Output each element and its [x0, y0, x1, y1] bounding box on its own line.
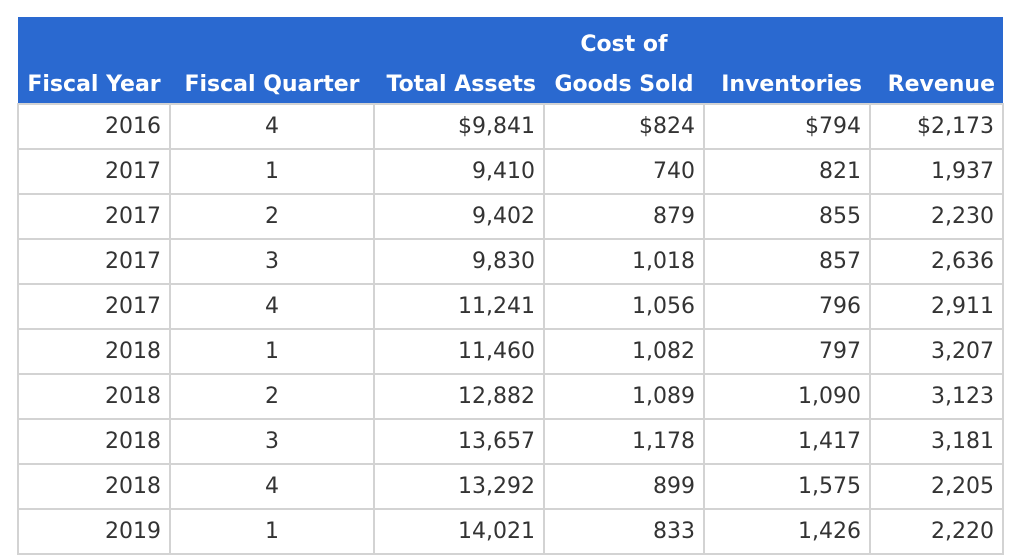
cell-inventories: 1,090: [703, 373, 871, 420]
cell-total-assets: 12,882: [373, 373, 545, 420]
header-fiscal-year: Fiscal Year: [18, 59, 170, 104]
cell-cogs: 899: [543, 463, 705, 510]
cell-fiscal-quarter: 3: [169, 238, 375, 285]
table-row: 2017 2 9,402 879 855 2,230: [17, 193, 1004, 240]
cell-total-assets: 9,410: [373, 148, 545, 195]
cell-inventories: 857: [703, 238, 871, 285]
header-cogs-line1: Cost of: [544, 17, 704, 59]
header-revenue-line1: [870, 17, 1003, 59]
table-body: 2016 4 $9,841 $824 $794 $2,173 2017 1 9,…: [17, 103, 1004, 555]
cell-fiscal-year: 2016: [17, 103, 171, 150]
cell-fiscal-quarter: 1: [169, 148, 375, 195]
cell-revenue: $2,173: [869, 103, 1004, 150]
cell-total-assets: 13,292: [373, 463, 545, 510]
table-row: 2019 1 14,021 833 1,426 2,220: [17, 508, 1004, 555]
cell-inventories: 797: [703, 328, 871, 375]
cell-cogs: 1,089: [543, 373, 705, 420]
cell-fiscal-year: 2017: [17, 283, 171, 330]
table-row: 2018 2 12,882 1,089 1,090 3,123: [17, 373, 1004, 420]
header-row-top: Cost of: [18, 17, 1003, 59]
cell-fiscal-year: 2017: [17, 193, 171, 240]
cell-revenue: 2,911: [869, 283, 1004, 330]
cell-fiscal-year: 2018: [17, 463, 171, 510]
cell-total-assets: 14,021: [373, 508, 545, 555]
cell-inventories: $794: [703, 103, 871, 150]
table-row: 2018 4 13,292 899 1,575 2,205: [17, 463, 1004, 510]
cell-revenue: 1,937: [869, 148, 1004, 195]
cell-revenue: 3,207: [869, 328, 1004, 375]
header-total-assets: Total Assets: [374, 59, 544, 104]
cell-revenue: 2,636: [869, 238, 1004, 285]
cell-fiscal-year: 2017: [17, 148, 171, 195]
cell-fiscal-quarter: 1: [169, 328, 375, 375]
cell-total-assets: 9,402: [373, 193, 545, 240]
cell-total-assets: 11,460: [373, 328, 545, 375]
header-revenue: Revenue: [870, 59, 1003, 104]
cell-fiscal-quarter: 4: [169, 103, 375, 150]
cell-revenue: 2,205: [869, 463, 1004, 510]
cell-fiscal-quarter: 4: [169, 283, 375, 330]
table-row: 2017 1 9,410 740 821 1,937: [17, 148, 1004, 195]
cell-cogs: 879: [543, 193, 705, 240]
cell-fiscal-quarter: 3: [169, 418, 375, 465]
cell-inventories: 1,575: [703, 463, 871, 510]
cell-fiscal-year: 2018: [17, 418, 171, 465]
table-row: 2018 3 13,657 1,178 1,417 3,181: [17, 418, 1004, 465]
header-fiscal-quarter: Fiscal Quarter: [170, 59, 374, 104]
cell-cogs: 740: [543, 148, 705, 195]
cell-fiscal-year: 2019: [17, 508, 171, 555]
table-row: 2017 3 9,830 1,018 857 2,636: [17, 238, 1004, 285]
cell-fiscal-quarter: 1: [169, 508, 375, 555]
cell-revenue: 3,123: [869, 373, 1004, 420]
cell-total-assets: 13,657: [373, 418, 545, 465]
cell-fiscal-year: 2018: [17, 373, 171, 420]
cell-inventories: 1,426: [703, 508, 871, 555]
cell-revenue: 2,220: [869, 508, 1004, 555]
table-row: 2016 4 $9,841 $824 $794 $2,173: [17, 103, 1004, 150]
cell-total-assets: 11,241: [373, 283, 545, 330]
header-fiscal-quarter-line1: [170, 17, 374, 59]
cell-revenue: 3,181: [869, 418, 1004, 465]
financial-data-table: Cost of Fiscal Year Fiscal Quarter Total…: [17, 17, 1004, 555]
cell-fiscal-quarter: 4: [169, 463, 375, 510]
header-inventories-line1: [704, 17, 870, 59]
cell-fiscal-year: 2018: [17, 328, 171, 375]
cell-cogs: 1,056: [543, 283, 705, 330]
cell-inventories: 796: [703, 283, 871, 330]
header-cogs: Goods Sold: [544, 59, 704, 104]
header-total-assets-line1: [374, 17, 544, 59]
cell-cogs: 833: [543, 508, 705, 555]
table-header: Cost of Fiscal Year Fiscal Quarter Total…: [18, 17, 1003, 104]
cell-fiscal-year: 2017: [17, 238, 171, 285]
cell-cogs: $824: [543, 103, 705, 150]
cell-revenue: 2,230: [869, 193, 1004, 240]
cell-fiscal-quarter: 2: [169, 193, 375, 240]
cell-inventories: 1,417: [703, 418, 871, 465]
header-inventories: Inventories: [704, 59, 870, 104]
cell-inventories: 821: [703, 148, 871, 195]
cell-total-assets: $9,841: [373, 103, 545, 150]
cell-inventories: 855: [703, 193, 871, 240]
cell-cogs: 1,178: [543, 418, 705, 465]
cell-cogs: 1,018: [543, 238, 705, 285]
header-row-bottom: Fiscal Year Fiscal Quarter Total Assets …: [18, 59, 1003, 104]
cell-cogs: 1,082: [543, 328, 705, 375]
cell-fiscal-quarter: 2: [169, 373, 375, 420]
table-row: 2017 4 11,241 1,056 796 2,911: [17, 283, 1004, 330]
cell-total-assets: 9,830: [373, 238, 545, 285]
header-fiscal-year-line1: [18, 17, 170, 59]
table-row: 2018 1 11,460 1,082 797 3,207: [17, 328, 1004, 375]
